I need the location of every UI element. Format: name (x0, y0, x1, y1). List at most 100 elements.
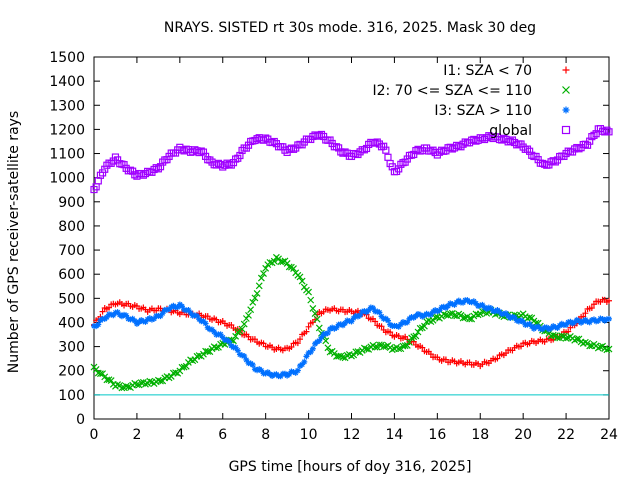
data-point (605, 128, 613, 136)
data-point (573, 335, 581, 343)
data-point (605, 345, 613, 353)
data-point (603, 126, 611, 134)
data-point (118, 384, 126, 392)
data-point (583, 141, 592, 149)
data-point (98, 169, 107, 177)
data-point (359, 308, 366, 315)
data-point (200, 318, 207, 325)
data-point (429, 316, 437, 324)
x-tick-label: 24 (600, 427, 618, 443)
data-point (419, 344, 426, 351)
data-point (107, 377, 115, 384)
data-point (335, 144, 343, 152)
data-point (125, 315, 132, 322)
data-point (307, 296, 315, 304)
data-point (354, 348, 362, 356)
data-point (262, 134, 270, 142)
data-point (245, 311, 252, 319)
data-point (249, 298, 257, 306)
data-point (243, 356, 250, 363)
y-tick-label: 1400 (49, 74, 85, 90)
y-tick-label: 700 (58, 243, 85, 259)
data-point (202, 320, 209, 327)
data-point (503, 350, 509, 357)
data-point (255, 282, 263, 290)
data-point (311, 310, 319, 317)
data-point (200, 350, 207, 358)
x-tick-label: 0 (90, 427, 99, 443)
data-point (141, 169, 150, 178)
data-point (362, 144, 371, 153)
data-point (316, 337, 323, 344)
data-point (151, 315, 158, 322)
data-point (322, 330, 329, 337)
data-point (239, 352, 246, 359)
data-point (124, 383, 132, 391)
data-point (286, 371, 293, 378)
data-point (142, 318, 149, 325)
data-point (110, 312, 117, 319)
data-point (133, 381, 141, 389)
data-point (472, 300, 479, 307)
data-point (342, 320, 349, 327)
data-point (518, 343, 525, 350)
data-point (423, 310, 430, 317)
data-point (515, 318, 522, 325)
data-point (558, 332, 566, 340)
data-point (305, 288, 313, 296)
data-point (329, 324, 336, 331)
data-point (270, 257, 278, 265)
data-point (460, 299, 467, 306)
data-point (586, 137, 594, 145)
data-point (449, 301, 456, 308)
data-point (586, 319, 593, 326)
data-point (168, 303, 175, 310)
data-point (496, 308, 503, 315)
y-tick-label: 1000 (49, 171, 85, 187)
data-point (242, 315, 250, 322)
data-point (156, 163, 165, 171)
data-point (520, 318, 527, 325)
data-point (603, 346, 611, 354)
data-point (434, 308, 441, 315)
data-point (412, 313, 419, 320)
data-point (101, 373, 109, 381)
data-point (240, 320, 248, 328)
data-point (114, 309, 121, 316)
data-point (596, 343, 604, 351)
legend: I1: SZA < 70 I2: 70 <= SZA <= 110 I3: SZA … (372, 63, 571, 139)
data-point (563, 321, 570, 328)
x-axis-label: GPS time [hours of doy 316, 2025] (229, 459, 472, 475)
data-point (297, 336, 303, 343)
data-point (182, 362, 190, 370)
x-tick-label: 6 (218, 427, 227, 443)
data-point (575, 145, 583, 153)
data-point (384, 153, 392, 161)
data-point (470, 298, 477, 305)
y-tick-label: 1200 (49, 122, 85, 138)
data-point (562, 334, 570, 342)
data-point (494, 355, 501, 362)
data-point (204, 347, 212, 355)
data-point (584, 318, 591, 325)
y-tick-label: 400 (58, 315, 85, 331)
data-point (339, 353, 347, 361)
data-point (573, 316, 580, 323)
data-point (397, 321, 404, 328)
data-point (142, 380, 149, 388)
data-point (427, 351, 434, 358)
data-point (232, 344, 239, 351)
legend-marker (562, 66, 570, 74)
data-point (108, 311, 115, 318)
data-point (101, 165, 109, 173)
data-point (303, 353, 310, 360)
data-point (305, 323, 312, 330)
data-point (144, 316, 151, 323)
data-point (352, 312, 359, 319)
data-point (513, 317, 520, 324)
data-point (373, 138, 381, 146)
data-point (307, 349, 314, 356)
data-point (228, 322, 235, 329)
data-point (548, 325, 555, 332)
